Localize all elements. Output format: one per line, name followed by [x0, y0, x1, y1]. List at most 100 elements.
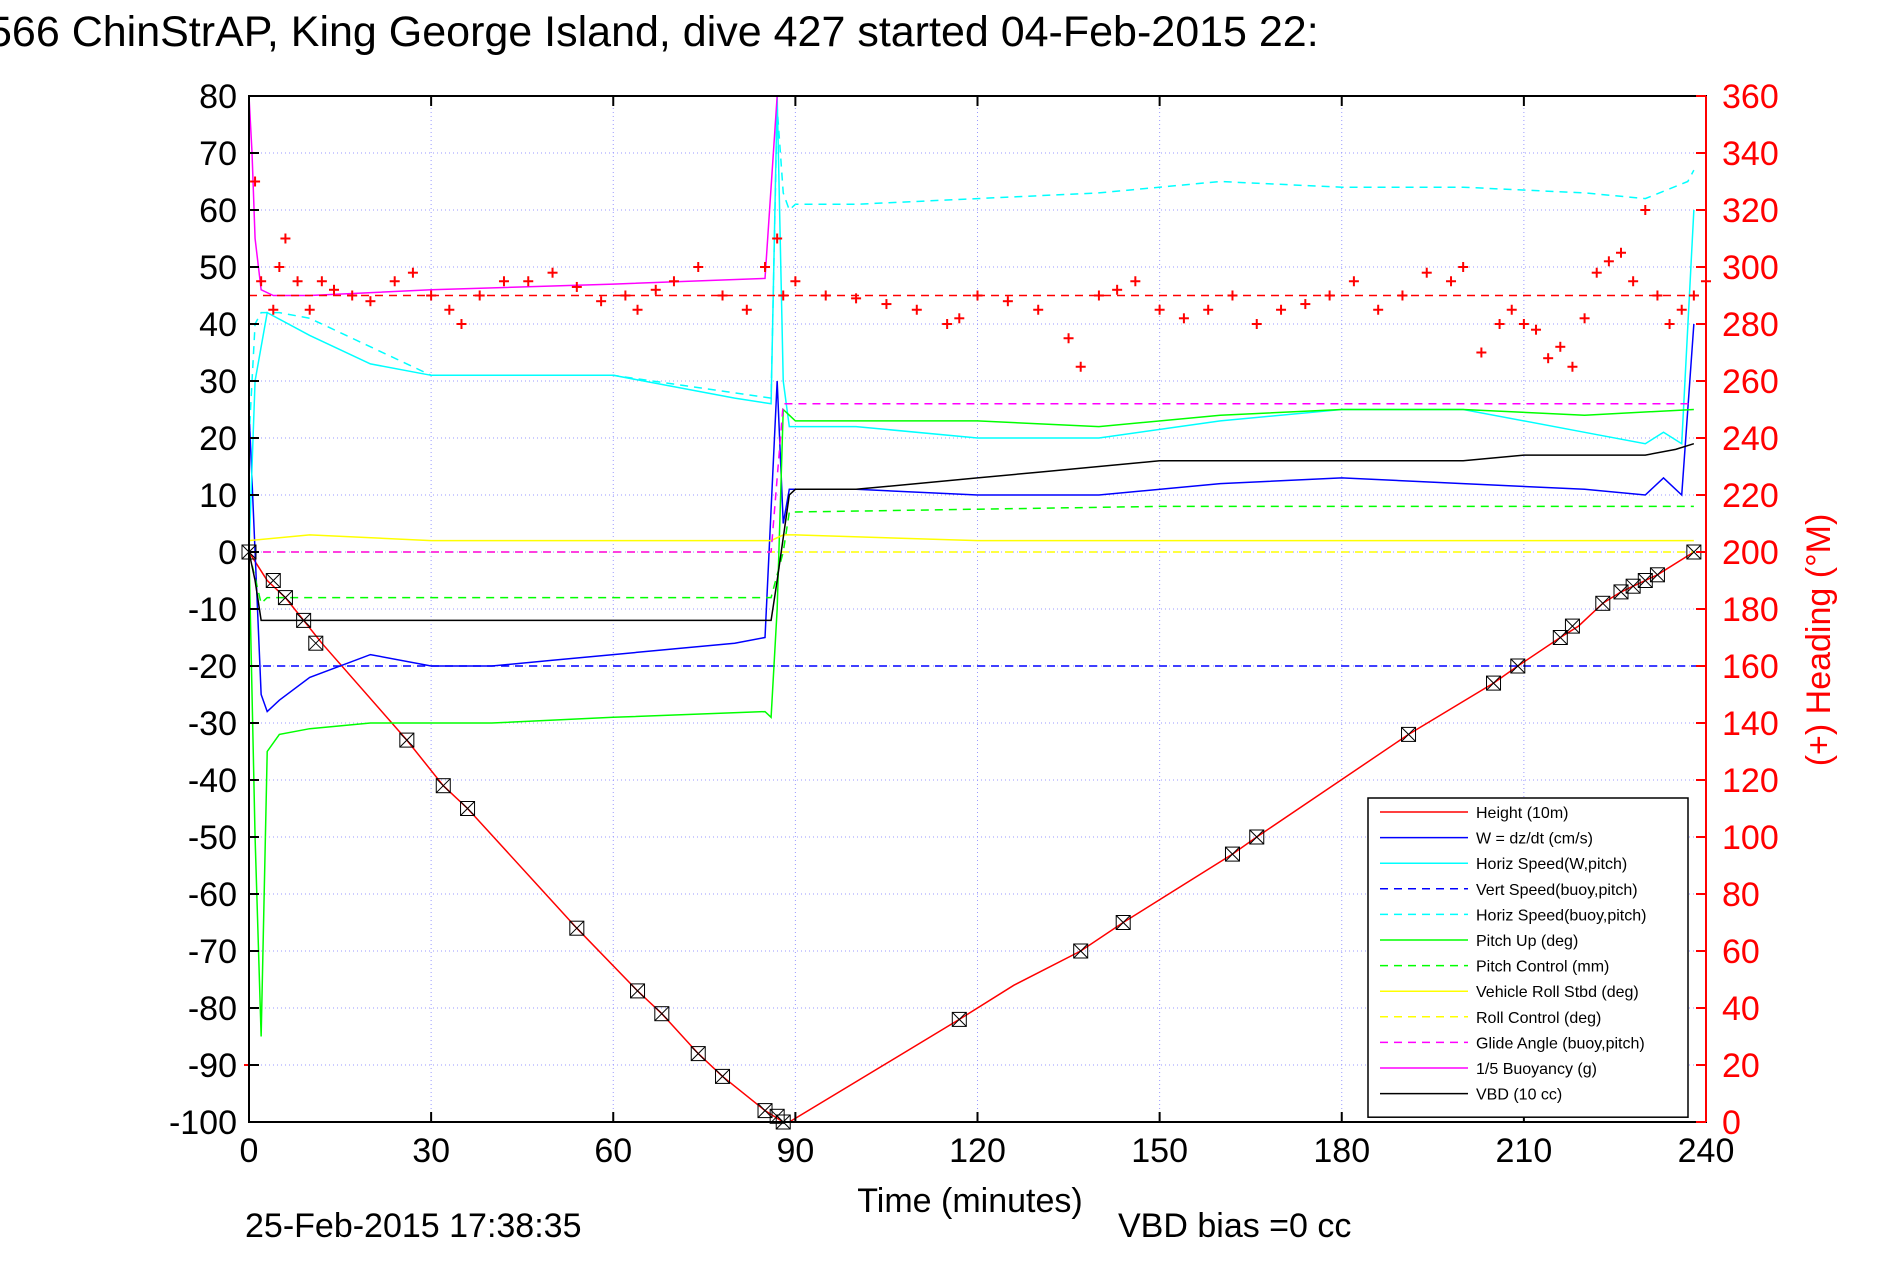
y-tick-label: 50	[199, 249, 237, 287]
y-tick-label: -30	[188, 705, 237, 743]
heading-point	[1130, 276, 1141, 287]
series-line-6	[248, 505, 1694, 605]
heading-point	[693, 262, 704, 272]
footer-vbd-bias: VBD bias =0 cc	[1118, 1207, 1351, 1245]
sample-marker-x2	[1565, 618, 1580, 634]
heading-point	[547, 267, 558, 278]
heading-point	[1640, 205, 1651, 215]
sample-marker	[1595, 595, 1611, 611]
y2-tick-label: 360	[1722, 78, 1779, 116]
sample-marker-box	[460, 801, 476, 816]
legend-label-0: Height (10m)	[1476, 805, 1568, 822]
x-tick-label: 150	[1131, 1132, 1188, 1170]
heading-point	[650, 284, 661, 295]
sample-marker-x2	[757, 1103, 773, 1118]
sample-marker-x2	[278, 590, 293, 605]
sample-marker	[1510, 658, 1526, 674]
sample-marker	[1564, 618, 1580, 634]
heading-point	[717, 290, 728, 301]
heading-point	[304, 304, 315, 315]
series-line-4	[248, 107, 1695, 439]
sample-marker	[435, 778, 451, 794]
y-tick-label: 80	[199, 78, 237, 116]
x-tick-label: 0	[240, 1132, 259, 1170]
x-tick-label: 30	[412, 1132, 450, 1170]
sample-marker-x2	[308, 635, 324, 651]
sample-marker-x2	[460, 801, 475, 816]
series-line-2	[248, 95, 1695, 553]
heading-point	[1676, 304, 1687, 315]
sample-marker-x2	[630, 983, 645, 999]
sample-marker	[1486, 675, 1502, 691]
heading-point	[1251, 319, 1262, 329]
heading-point	[498, 276, 509, 287]
sample-marker	[1649, 567, 1665, 583]
heading-point	[1652, 290, 1663, 301]
heading-point	[1348, 276, 1359, 287]
sample-marker-box	[951, 1011, 967, 1027]
heading-point	[954, 313, 965, 324]
heading-point	[1373, 304, 1384, 315]
heading-point	[851, 293, 862, 304]
heading-point	[1227, 290, 1238, 301]
heading-point	[1603, 256, 1614, 267]
sample-marker-x2	[1073, 943, 1089, 959]
sample-marker-box	[265, 573, 281, 588]
heading-markers	[244, 176, 1711, 1070]
sample-marker-x2	[951, 1012, 967, 1027]
sample-marker-box	[630, 983, 646, 999]
y2-tick-label: 180	[1722, 591, 1779, 629]
sample-marker-box	[296, 612, 312, 628]
sample-marker-x2	[1401, 727, 1416, 742]
sample-marker-x2	[1225, 846, 1240, 862]
sample-marker	[690, 1046, 706, 1062]
legend-label-9: Glide Angle (buoy,pitch)	[1476, 1035, 1645, 1052]
y2-tick-label: 320	[1722, 192, 1779, 230]
heading-point	[1300, 299, 1311, 310]
legend-label-5: Pitch Up (deg)	[1476, 933, 1578, 950]
x-tick-label: 90	[776, 1132, 814, 1170]
y-tick-label: -90	[188, 1047, 237, 1085]
legend-box	[1367, 797, 1689, 1118]
y2-tick-label: 80	[1722, 876, 1760, 914]
sample-marker	[265, 573, 281, 588]
heading-point	[523, 276, 534, 287]
sample-marker-box	[769, 1108, 785, 1124]
y-tick-label: -70	[188, 933, 237, 971]
y2-tick-label: 260	[1722, 363, 1779, 401]
y2-tick-label: 300	[1722, 249, 1779, 287]
heading-point	[1494, 319, 1505, 329]
y-tick-label: -100	[169, 1104, 237, 1142]
sample-marker	[715, 1068, 731, 1084]
axes: 0 30 60 90 120 150 180 210 24080706050403020100-…	[169, 78, 1779, 1170]
y-tick-label: -10	[188, 591, 237, 629]
x-tick-label: 210	[1496, 1132, 1553, 1170]
sample-marker-box	[1552, 630, 1568, 645]
heading-point	[1579, 313, 1590, 324]
heading-point	[1276, 304, 1287, 315]
y2-tick-label: 340	[1722, 135, 1779, 173]
heading-point	[256, 276, 267, 287]
legend: Height (10m) W = dz/dt (cm/s) Horiz Speed(…	[1367, 797, 1689, 1118]
y2-tick-label: 200	[1722, 534, 1779, 572]
y2-tick-label: 60	[1722, 933, 1760, 971]
heading-point	[778, 290, 789, 301]
sample-marker-box	[1649, 567, 1665, 583]
heading-point	[347, 290, 358, 301]
sample-marker	[630, 983, 646, 999]
sample-marker-x2	[1115, 915, 1131, 930]
series-line-5	[248, 407, 1694, 1037]
heading-point	[1543, 353, 1554, 364]
legend-label-1: W = dz/dt (cm/s)	[1476, 831, 1593, 848]
sample-marker-x2	[435, 778, 451, 794]
series-line-7	[248, 534, 1694, 542]
heading-point	[1446, 276, 1457, 287]
sample-marker-x2	[265, 573, 281, 588]
heading-point	[1093, 290, 1104, 301]
heading-point	[1628, 276, 1639, 287]
sample-marker	[654, 1006, 670, 1022]
heading-point	[1112, 284, 1123, 295]
y2-tick-label: 160	[1722, 648, 1779, 686]
sample-marker-box	[715, 1068, 731, 1084]
sample-marker-x2	[1595, 595, 1611, 611]
